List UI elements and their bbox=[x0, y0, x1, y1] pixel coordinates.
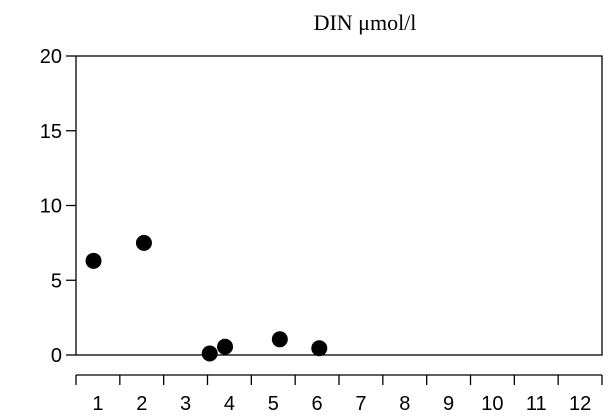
x-tick-label-6: 6 bbox=[312, 393, 323, 415]
x-tick-label-10: 10 bbox=[481, 393, 503, 415]
x-tick-label-12: 12 bbox=[569, 393, 591, 415]
x-tick-label-5: 5 bbox=[268, 393, 279, 415]
x-tick-label-3: 3 bbox=[180, 393, 191, 415]
x-tick-label-4: 4 bbox=[224, 393, 235, 415]
data-point-2 bbox=[135, 234, 152, 251]
x-tick-label-7: 7 bbox=[355, 393, 366, 415]
x-tick-label-2: 2 bbox=[136, 393, 147, 415]
chart-title: DIN μmol/l bbox=[314, 10, 417, 35]
data-point-5 bbox=[271, 331, 288, 348]
x-tick-label-9: 9 bbox=[443, 393, 454, 415]
data-point-6 bbox=[311, 340, 328, 357]
data-point-1 bbox=[85, 252, 102, 269]
data-point-3 bbox=[201, 345, 218, 362]
y-tick-label-10: 10 bbox=[40, 196, 62, 218]
y-tick-label-15: 15 bbox=[40, 121, 62, 143]
x-tick-label-1: 1 bbox=[92, 393, 103, 415]
plot-frame bbox=[75, 55, 603, 356]
x-tick-label-8: 8 bbox=[399, 393, 410, 415]
y-tick-label-5: 5 bbox=[51, 270, 62, 292]
y-tick-label-0: 0 bbox=[51, 345, 62, 367]
data-point-4 bbox=[217, 338, 234, 355]
y-tick-label-20: 20 bbox=[40, 46, 62, 68]
x-tick-label-11: 11 bbox=[526, 393, 547, 415]
